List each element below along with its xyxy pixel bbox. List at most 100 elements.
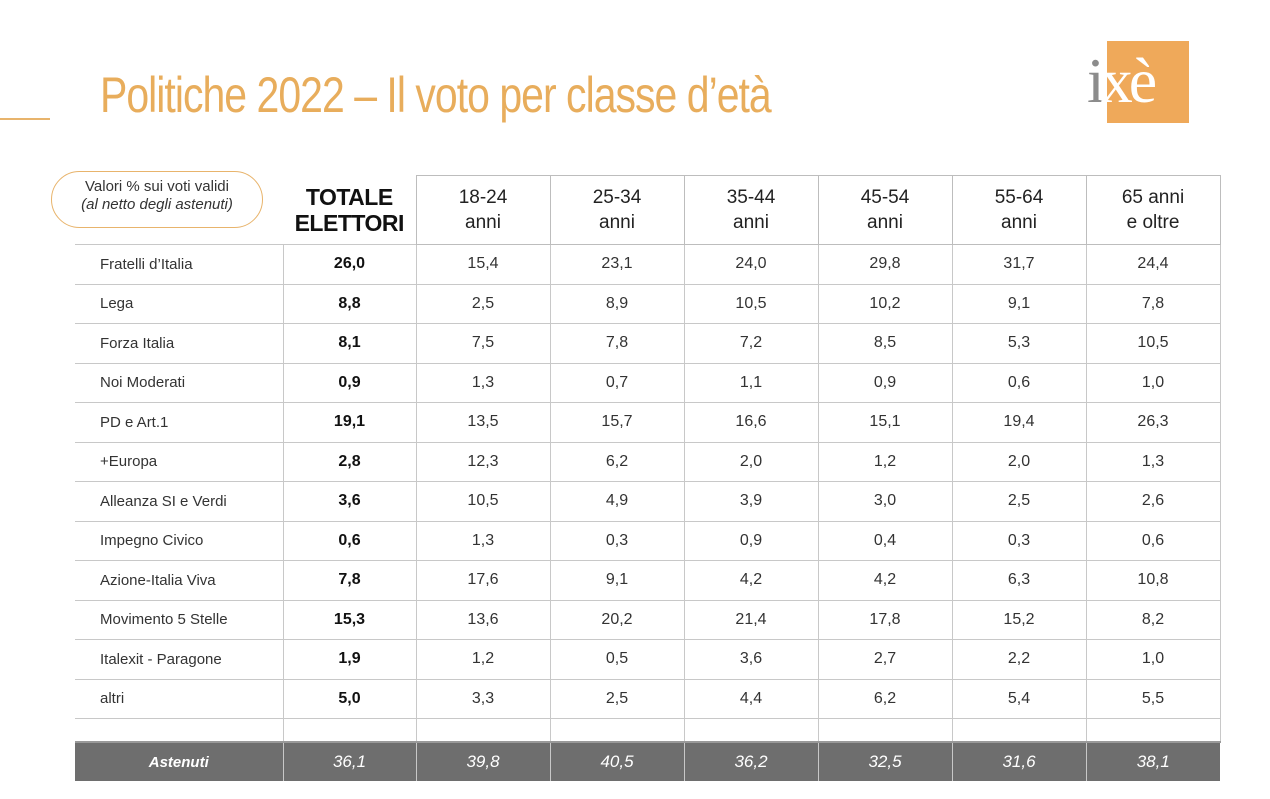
age-value: 1,3 [1085,441,1221,482]
vote-by-age-table: TOTALE ELETTORI 18-24 anni 25-34 anni 35-4… [75,175,1221,781]
age-value: 8,2 [1085,599,1221,640]
party-name: Alleanza SI e Verdi [75,481,284,522]
total-value: 26,0 [282,244,417,285]
values-note: Valori % sui voti validi (al netto degli… [51,171,263,228]
age-value: 19,4 [951,402,1087,443]
total-value: 2,8 [282,441,417,482]
age-value: 10,5 [683,283,819,324]
age-value: 5,4 [951,678,1087,719]
party-name: Fratelli d’Italia [75,244,284,285]
age-value: 7,8 [1085,283,1221,324]
total-value: 5,0 [282,678,417,719]
astenuti-value: 36,2 [683,741,818,781]
astenuti-value: 39,8 [415,741,550,781]
age-value: 10,5 [415,481,551,522]
age-value: 7,8 [549,323,685,364]
age-value: 3,9 [683,481,819,522]
age-value: 0,3 [951,520,1087,561]
age-value: 4,4 [683,678,819,719]
spacer-cell [1085,718,1221,742]
spacer-cell [951,718,1087,742]
age-value: 6,2 [817,678,953,719]
age-value: 0,9 [817,362,953,403]
age-value: 15,7 [549,402,685,443]
ixe-logo: ixè [1087,41,1189,123]
table-row: PD e Art.1 19,1 13,5 15,7 16,6 15,1 19,4 26,3 [75,402,1221,443]
table-row: Italexit - Paragone 1,9 1,2 0,5 3,6 2,7 2,2 1,0 [75,639,1221,680]
party-name: Impegno Civico [75,520,284,561]
age-value: 29,8 [817,244,953,285]
age-value: 17,8 [817,599,953,640]
table-row: altri 5,0 3,3 2,5 4,4 6,2 5,4 5,5 [75,678,1221,719]
age-value: 1,0 [1085,639,1221,680]
age-value: 0,3 [549,520,685,561]
age-value: 13,5 [415,402,551,443]
age-value: 0,9 [683,520,819,561]
total-value: 19,1 [282,402,417,443]
spacer-cell [549,718,685,742]
age-value: 16,6 [683,402,819,443]
note-line1: Valori % sui voti validi [85,178,229,195]
spacer-cell [415,718,551,742]
astenuti-label: Astenuti [75,741,283,781]
header-age-55-64: 55-64 anni [951,175,1087,245]
accent-line [0,118,50,120]
total-value: 0,6 [282,520,417,561]
age-value: 9,1 [549,560,685,601]
age-value: 2,5 [415,283,551,324]
astenuti-value: 40,5 [549,741,684,781]
header-total: TOTALE ELETTORI [294,183,405,236]
party-name: Azione-Italia Viva [75,560,284,601]
age-value: 20,2 [549,599,685,640]
spacer-cell [683,718,819,742]
age-value: 2,5 [549,678,685,719]
table-row: Lega 8,8 2,5 8,9 10,5 10,2 9,1 7,8 [75,283,1221,324]
age-value: 1,1 [683,362,819,403]
total-value: 15,3 [282,599,417,640]
header-age-18-24: 18-24 anni [415,175,551,245]
table-row: Movimento 5 Stelle 15,3 13,6 20,2 21,4 17,8 15… [75,599,1221,640]
age-value: 5,5 [1085,678,1221,719]
age-value: 2,0 [683,441,819,482]
age-value: 10,2 [817,283,953,324]
party-name: Forza Italia [75,323,284,364]
age-value: 31,7 [951,244,1087,285]
age-value: 8,9 [549,283,685,324]
astenuti-value: 31,6 [951,741,1086,781]
table-row: +Europa 2,8 12,3 6,2 2,0 1,2 2,0 1,3 [75,441,1221,482]
table-row: Azione-Italia Viva 7,8 17,6 9,1 4,2 4,2 6,3 10,… [75,560,1221,601]
age-value: 0,5 [549,639,685,680]
age-value: 13,6 [415,599,551,640]
logo-box [1107,41,1189,123]
total-value: 3,6 [282,481,417,522]
age-value: 8,5 [817,323,953,364]
age-value: 3,6 [683,639,819,680]
party-name: Movimento 5 Stelle [75,599,284,640]
age-value: 2,2 [951,639,1087,680]
age-value: 26,3 [1085,402,1221,443]
party-name: altri [75,678,284,719]
table-row: Impegno Civico 0,6 1,3 0,3 0,9 0,4 0,3 0,6 [75,520,1221,561]
party-name: Noi Moderati [75,362,284,403]
age-value: 0,6 [951,362,1087,403]
header-age-25-34: 25-34 anni [549,175,685,245]
party-name: Lega [75,283,284,324]
total-value: 0,9 [282,362,417,403]
age-value: 1,2 [817,441,953,482]
total-value: 8,1 [282,323,417,364]
age-value: 4,9 [549,481,685,522]
age-value: 23,1 [549,244,685,285]
age-value: 24,0 [683,244,819,285]
age-value: 2,5 [951,481,1087,522]
astenuti-value: 32,5 [817,741,952,781]
header-age-35-44: 35-44 anni [683,175,819,245]
party-name: PD e Art.1 [75,402,284,443]
spacer-cell [282,718,417,742]
age-value: 1,2 [415,639,551,680]
age-value: 0,4 [817,520,953,561]
astenuti-value: 38,1 [1085,741,1220,781]
table-row: Noi Moderati 0,9 1,3 0,7 1,1 0,9 0,6 1,0 [75,362,1221,403]
table-row: Alleanza SI e Verdi 3,6 10,5 4,9 3,9 3,0 2,5 2,… [75,481,1221,522]
age-value: 7,5 [415,323,551,364]
header-blank [75,176,283,245]
